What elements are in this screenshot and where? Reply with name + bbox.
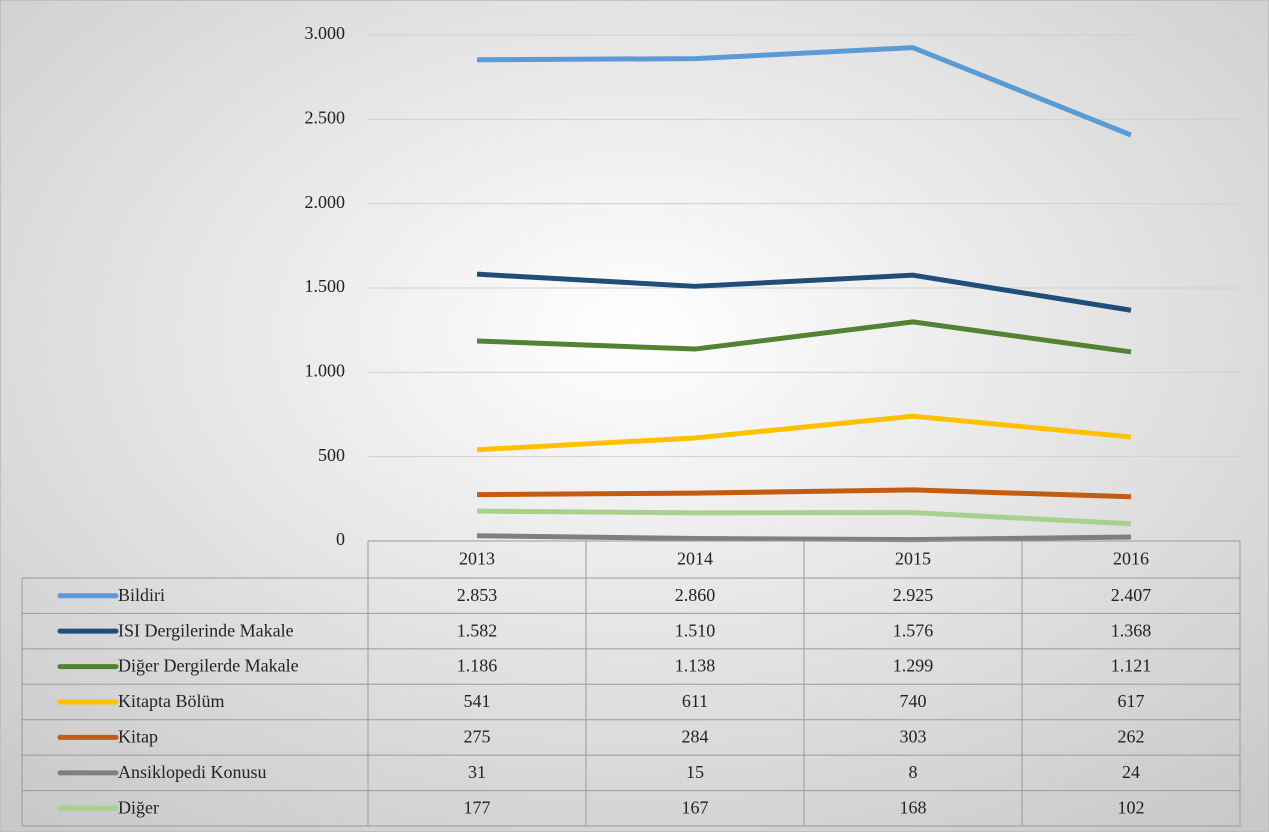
- table-value: 1.582: [457, 620, 498, 640]
- series-line: [476, 508, 1132, 527]
- table-value: 31: [468, 762, 486, 782]
- y-tick-label: 2.500: [305, 107, 346, 127]
- table-value: 2.925: [893, 585, 934, 605]
- legend-label: Kitapta Bölüm: [118, 691, 225, 711]
- y-tick-label: 3.000: [305, 23, 346, 43]
- table-value: 303: [900, 727, 927, 747]
- x-tick-label: 2013: [459, 549, 495, 569]
- table-value: 1.576: [893, 620, 934, 640]
- legend-label: Diğer: [118, 797, 159, 817]
- table-value: 1.121: [1111, 656, 1152, 676]
- table-value: 168: [900, 797, 927, 817]
- table-value: 2.407: [1111, 585, 1152, 605]
- legend-label: Diğer Dergilerde Makale: [118, 656, 299, 676]
- table-value: 1.510: [675, 620, 716, 640]
- table-value: 2.860: [675, 585, 716, 605]
- legend-label: Bildiri: [118, 585, 165, 605]
- table-value: 284: [682, 727, 709, 747]
- table-value: 102: [1118, 797, 1145, 817]
- table-value: 541: [464, 691, 491, 711]
- x-tick-label: 2015: [895, 549, 931, 569]
- y-tick-label: 2.000: [305, 192, 346, 212]
- legend-label: Kitap: [118, 727, 158, 747]
- table-value: 8: [909, 762, 918, 782]
- y-tick-label: 1.000: [305, 360, 346, 380]
- table-value: 740: [900, 691, 927, 711]
- series-line: [476, 533, 1132, 543]
- table-value: 177: [464, 797, 491, 817]
- table-value: 1.138: [675, 656, 716, 676]
- table-value: 275: [464, 727, 491, 747]
- table-value: 167: [682, 797, 709, 817]
- table-value: 611: [682, 691, 708, 711]
- table-value: 1.299: [893, 656, 934, 676]
- table-value: 15: [686, 762, 704, 782]
- series-line: [476, 45, 1132, 138]
- series-line: [476, 319, 1132, 355]
- y-tick-label: 500: [318, 445, 345, 465]
- table-value: 2.853: [457, 585, 498, 605]
- series-line: [476, 487, 1132, 500]
- table-value: 262: [1118, 727, 1145, 747]
- legend-label: Ansiklopedi Konusu: [118, 762, 267, 782]
- y-tick-label: 0: [336, 529, 345, 549]
- table-value: 24: [1122, 762, 1140, 782]
- legend-label: ISI Dergilerinde Makale: [118, 620, 294, 640]
- series-line: [476, 413, 1132, 453]
- table-value: 617: [1118, 691, 1145, 711]
- series-line: [476, 271, 1132, 313]
- x-tick-label: 2016: [1113, 549, 1149, 569]
- table-value: 1.186: [457, 656, 498, 676]
- table-value: 1.368: [1111, 620, 1152, 640]
- x-tick-label: 2014: [677, 549, 713, 569]
- y-tick-label: 1.500: [305, 276, 346, 296]
